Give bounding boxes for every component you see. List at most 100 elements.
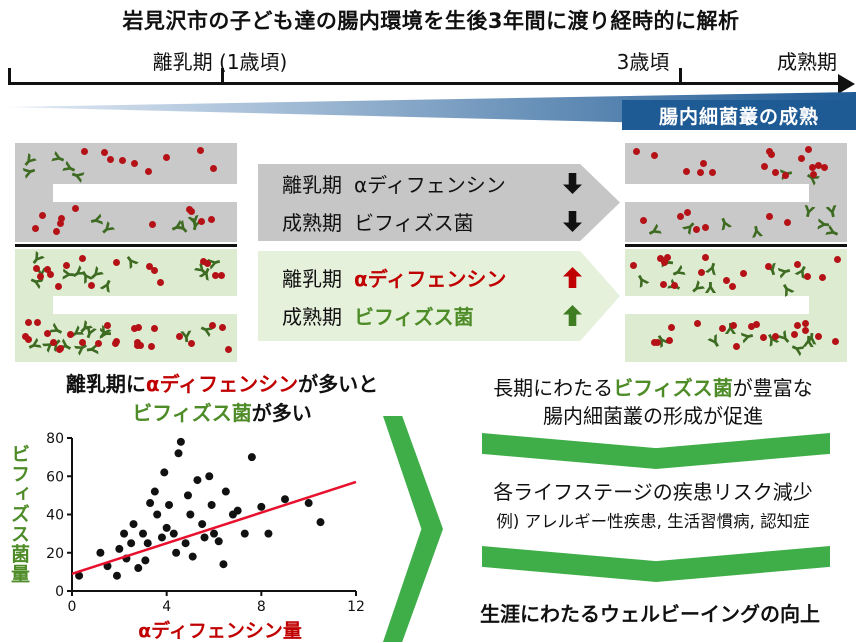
bacteria-dot-icon xyxy=(819,274,827,282)
maturation-banner: 腸内細菌叢の成熟 xyxy=(622,100,856,130)
timeline-label-3years: 3歳頃 xyxy=(616,50,670,74)
bacteria-dot-icon xyxy=(701,254,709,262)
bacteria-dot-icon xyxy=(44,265,52,273)
down-chevron-icon xyxy=(482,433,830,469)
bacteria-dot-icon xyxy=(198,218,206,226)
bacteria-dot-icon xyxy=(782,171,790,179)
scatter-point xyxy=(146,499,155,508)
scatter-point xyxy=(160,468,169,477)
flow-step-1: 長期にわたるビフィズス菌が豊富な 腸内細菌叢の形成が促進 xyxy=(448,374,858,430)
bacteria-dot-icon xyxy=(79,254,87,262)
bacteria-dot-icon xyxy=(33,319,41,327)
bacteria-dot-icon xyxy=(696,169,704,177)
scatter-point xyxy=(134,564,143,573)
bifidobacteria-icon: Y xyxy=(776,278,796,300)
bacteria-dot-icon xyxy=(187,207,195,215)
callout-decrease: 離乳期 αディフェンシン 成熟期 ビフィズス菌 xyxy=(258,164,620,241)
bacteria-dot-icon xyxy=(772,333,780,341)
bacteria-dot-icon xyxy=(653,338,661,346)
bacteria-dot-icon xyxy=(57,219,65,227)
scatter-point xyxy=(316,518,325,527)
bacteria-dot-icon xyxy=(55,282,63,290)
bacteria-dot-icon xyxy=(150,324,158,332)
implies-chevron-icon xyxy=(383,416,443,642)
bifidobacteria-icon: Y xyxy=(704,257,721,279)
bacteria-dot-icon xyxy=(765,212,773,220)
bacteria-dot-icon xyxy=(224,346,232,354)
decrease-arrow-icon xyxy=(563,211,582,232)
bacteria-dot-icon xyxy=(130,159,138,167)
finding-text: が多いと xyxy=(298,372,379,396)
bacteria-dot-icon xyxy=(119,156,127,164)
flow-text: 各ライフステージの疾患リスク減少 xyxy=(493,480,813,504)
bacteria-dot-icon xyxy=(80,148,88,156)
scatter-point xyxy=(183,491,192,500)
bacteria-dot-icon xyxy=(43,330,51,338)
flow-text: 腸内細菌叢の形成が促進 xyxy=(543,404,763,428)
item-label: ビフィズス菌 xyxy=(354,304,474,329)
bacteria-dot-icon xyxy=(668,323,676,331)
scatter-point xyxy=(233,506,242,515)
figure-title: 岩見沢市の子ども達の腸内環境を生後3年間に渡り経時的に解析 xyxy=(122,9,740,33)
finding-text: 離乳期に xyxy=(65,372,146,396)
callout-row-defensin: 離乳期 αディフェンシン xyxy=(282,169,582,198)
bacteria-dot-icon xyxy=(709,169,717,177)
item-label: ビフィズス菌 xyxy=(354,211,474,235)
scatter-point xyxy=(214,537,223,546)
bacteria-dot-icon xyxy=(107,156,115,164)
bacteria-dot-icon xyxy=(131,324,139,332)
scatter-point xyxy=(143,539,152,548)
scatter-point xyxy=(115,544,124,553)
bacteria-dot-icon xyxy=(798,154,806,162)
bacteria-dot-icon xyxy=(697,268,705,276)
item-label: αディフェンシン xyxy=(354,173,506,197)
bacteria-dot-icon xyxy=(660,259,668,267)
bacteria-dot-icon xyxy=(760,333,768,341)
bacteria-dot-icon xyxy=(794,261,802,269)
x-tick-label: 8 xyxy=(257,599,266,615)
scatter-point xyxy=(207,500,216,509)
bacteria-dot-icon xyxy=(764,262,772,270)
gut-lumen-slot xyxy=(625,184,809,202)
bacteria-dot-icon xyxy=(802,320,809,328)
bifidobacteria-icon: Y xyxy=(59,268,78,281)
scatter-point xyxy=(96,548,105,557)
defensin-keyword: αディフェンシン xyxy=(145,372,299,396)
bacteria-dot-icon xyxy=(147,342,155,350)
y-tick-label: 0 xyxy=(55,584,64,600)
scatter-point xyxy=(172,548,181,557)
bacteria-dot-icon xyxy=(57,215,65,223)
bifidus-keyword: ビフィズス菌 xyxy=(132,401,252,425)
bacteria-dot-icon xyxy=(113,338,121,346)
scatter-point xyxy=(139,529,147,538)
bifidobacteria-icon: Y xyxy=(738,329,759,345)
bacteria-dot-icon xyxy=(163,153,171,161)
bacteria-dot-icon xyxy=(175,332,183,340)
scatter-point xyxy=(127,539,136,548)
bacteria-dot-icon xyxy=(149,220,157,228)
bifidobacteria-icon: Y xyxy=(19,164,41,180)
bacteria-dot-icon xyxy=(666,336,673,344)
scatter-point xyxy=(304,499,313,508)
bacteria-dot-icon xyxy=(66,330,74,338)
bacteria-dot-icon xyxy=(803,273,811,281)
bacteria-dot-icon xyxy=(834,256,842,264)
scatter-point xyxy=(150,487,159,496)
gut-lumen-slot xyxy=(625,296,809,314)
callout-row-defensin: 離乳期 αディフェンシン xyxy=(282,263,582,292)
finding-text: が多い xyxy=(251,401,312,425)
scatter-point xyxy=(157,533,166,542)
bifidobacteria-icon: Y xyxy=(800,201,816,222)
increase-arrow-icon xyxy=(563,266,582,288)
x-axis-label: αディフェンシン量 xyxy=(138,620,302,642)
bacteria-dot-icon xyxy=(802,326,809,334)
bacteria-dot-icon xyxy=(24,319,32,327)
x-tick-label: 4 xyxy=(162,599,171,615)
finding-statement: 離乳期にαディフェンシンが多いと ビフィズス菌が多い xyxy=(12,370,432,428)
flow-step-2: 各ライフステージの疾患リスク減少 例) アレルギー性疾患, 生活習慣病, 認知症 xyxy=(448,478,858,533)
bacteria-dot-icon xyxy=(134,341,142,349)
bifidobacteria-icon: Y xyxy=(120,250,141,272)
gut-wall-divider xyxy=(15,244,237,247)
scatter-point xyxy=(264,529,273,538)
